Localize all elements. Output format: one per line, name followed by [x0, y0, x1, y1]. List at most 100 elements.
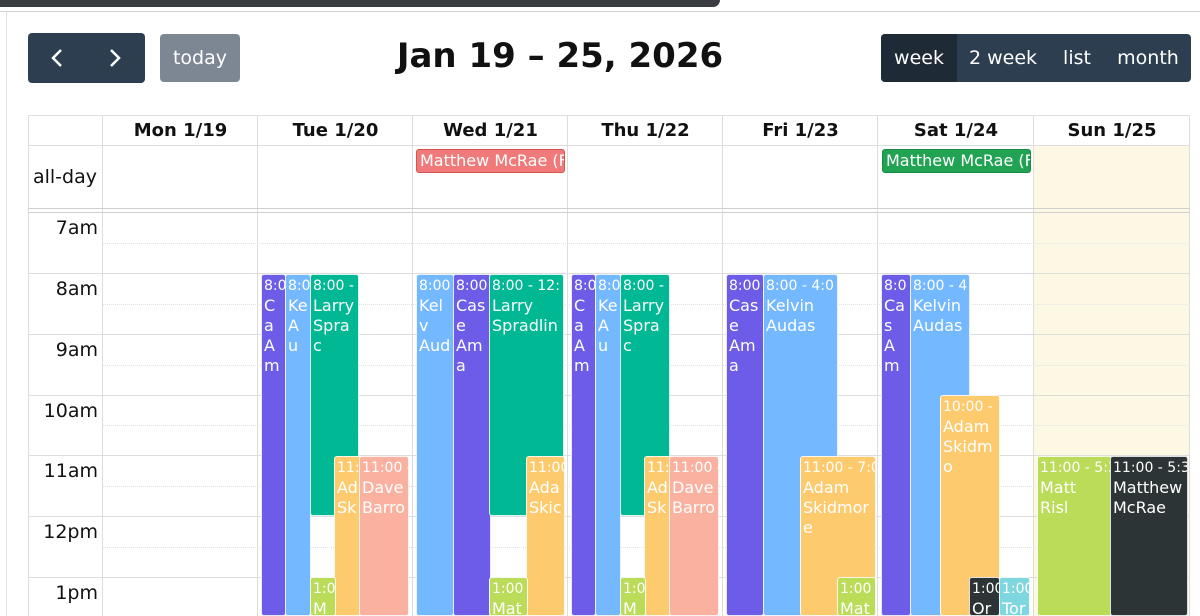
- event-title: Ca Am: [264, 296, 280, 375]
- event-time: 8:0: [598, 278, 621, 294]
- allday-event[interactable]: Matthew McRae (F: [882, 149, 1031, 173]
- event-title: Kelv Aud: [419, 296, 451, 355]
- prev-button[interactable]: [28, 33, 86, 83]
- grid-line: [28, 273, 1190, 274]
- event-title: Ada Skic: [529, 478, 562, 517]
- event[interactable]: 8:0 Cas Am: [881, 274, 911, 616]
- event[interactable]: 1:00 Orr: [969, 577, 1000, 616]
- event-title: Ad Sk: [647, 478, 668, 517]
- event-title: Larry Sprac: [313, 296, 355, 355]
- event[interactable]: 11:00 - 5:3 Matt Risl: [1037, 456, 1112, 616]
- event-time: 8:0: [264, 278, 286, 294]
- event-title: Case Ama: [729, 296, 759, 375]
- event-title: Ke Au: [598, 296, 618, 355]
- column-header[interactable]: Thu 1/22: [601, 120, 690, 141]
- event-time: 1:00: [972, 581, 999, 597]
- window-chrome: [0, 0, 720, 7]
- column-header[interactable]: Sun 1/25: [1067, 120, 1157, 141]
- column-header[interactable]: Wed 1/21: [443, 120, 538, 141]
- event[interactable]: 1:0 Ma: [310, 577, 336, 616]
- event-title: Ma: [313, 599, 327, 616]
- allday-event[interactable]: Matthew McRae (F: [416, 149, 565, 173]
- event-title: Ma: [623, 599, 637, 616]
- event[interactable]: 11:0 Ad Sk: [644, 456, 671, 616]
- time-label: 7am: [55, 217, 98, 239]
- event[interactable]: 8:0 Ke Au: [285, 274, 311, 616]
- event[interactable]: 1:00 Tor: [999, 577, 1030, 616]
- column-header[interactable]: Mon 1/19: [133, 120, 228, 141]
- grid-line: [28, 212, 1190, 213]
- week-view-button[interactable]: week: [881, 34, 957, 82]
- event-title: Ca Am: [574, 296, 590, 375]
- event[interactable]: 11:00 - Dave Barro: [359, 456, 409, 616]
- event-time: 1:00: [492, 581, 524, 597]
- event-time: 8:00 - 12:: [492, 278, 560, 294]
- event-title: Adam Skidmo: [943, 417, 993, 476]
- event-title: Ke Au: [288, 296, 308, 355]
- event[interactable]: 8:00 Case Ama: [453, 274, 491, 616]
- event-title: Orr: [972, 599, 992, 616]
- event[interactable]: 1:00 Matt: [489, 577, 528, 616]
- column-header[interactable]: Sat 1/24: [913, 120, 999, 141]
- event-title: Matt: [492, 599, 522, 616]
- event[interactable]: 8:0 Ke Au: [595, 274, 621, 616]
- event-title: Dave Barro: [362, 478, 406, 517]
- event-title: Kelvin Audas: [766, 296, 816, 335]
- view-switcher: week 2 week list month: [881, 34, 1191, 82]
- event-title: Matt: [840, 599, 870, 616]
- time-label: 11am: [43, 460, 98, 482]
- event[interactable]: 11:0 Ad Sk: [334, 456, 361, 616]
- time-label: 10am: [43, 400, 98, 422]
- event-title: Case Ama: [456, 296, 486, 375]
- divider: [0, 11, 1200, 12]
- two-week-view-button[interactable]: 2 week: [968, 47, 1038, 69]
- event-title: Cas Am: [884, 296, 905, 375]
- event-time: 8:00: [456, 278, 488, 294]
- event-time: 1:00: [1002, 581, 1029, 597]
- event-time: 8:00: [729, 278, 761, 294]
- event-time: 11:0: [647, 460, 670, 476]
- event-time: 10:00 -: [943, 399, 993, 415]
- today-button[interactable]: today: [160, 34, 240, 82]
- event-time: 1:00: [840, 581, 872, 597]
- event[interactable]: 8:0 Ca Am: [261, 274, 286, 616]
- event[interactable]: 8:00 Case Ama: [726, 274, 764, 616]
- event-time: 8:0: [884, 278, 907, 294]
- event-time: 11:00 -: [362, 460, 409, 476]
- divider: [6, 12, 7, 616]
- event-time: 11:00: [529, 460, 564, 476]
- grid-line: [28, 145, 1190, 146]
- time-label: 8am: [55, 278, 98, 300]
- event-time: 8:00 - 4:0: [766, 278, 834, 294]
- event-title: Ad Sk: [337, 478, 358, 517]
- chevron-left-icon: [51, 49, 62, 67]
- event-time: 11:00 - 5:3: [1040, 460, 1112, 476]
- event[interactable]: 8:00 Kelv Aud: [416, 274, 454, 616]
- list-view-button[interactable]: list: [1063, 47, 1091, 69]
- event-title: Larry Spradlin: [492, 296, 558, 335]
- event-title: Matthew McRae: [1113, 478, 1183, 517]
- event-time: 11:00 - 5:3: [1113, 460, 1188, 476]
- column-header[interactable]: Fri 1/23: [762, 120, 839, 141]
- calendar-title: Jan 19 – 25, 2026: [396, 36, 724, 76]
- month-view-button[interactable]: month: [1117, 47, 1179, 69]
- time-label: 9am: [55, 339, 98, 361]
- event-time: 1:0: [313, 581, 336, 597]
- event-time: 1:0: [623, 581, 646, 597]
- event[interactable]: 8:0 Ca Am: [571, 274, 596, 616]
- event[interactable]: 1:0 Ma: [620, 577, 646, 616]
- event[interactable]: 1:00 Matt: [837, 577, 876, 616]
- event[interactable]: 8:00 - 4:0 Kelvin Audas: [763, 274, 838, 616]
- event-time: 11:00 - 7:0: [803, 460, 876, 476]
- event[interactable]: 11:00 - Dave Barro: [669, 456, 719, 616]
- column-header[interactable]: Tue 1/20: [292, 120, 379, 141]
- event-time: 11:00 -: [672, 460, 719, 476]
- next-button[interactable]: [86, 33, 144, 83]
- event-time: 8:00 -: [623, 278, 664, 294]
- time-label: 12pm: [43, 521, 98, 543]
- grid-line: [28, 208, 1190, 209]
- allday-label: all-day: [32, 166, 97, 188]
- event-title: Kelvin Audas: [913, 296, 963, 335]
- event[interactable]: 11:00 - 5:3 Matthew McRae: [1110, 456, 1188, 616]
- event[interactable]: 11:00 Ada Skic: [526, 456, 565, 616]
